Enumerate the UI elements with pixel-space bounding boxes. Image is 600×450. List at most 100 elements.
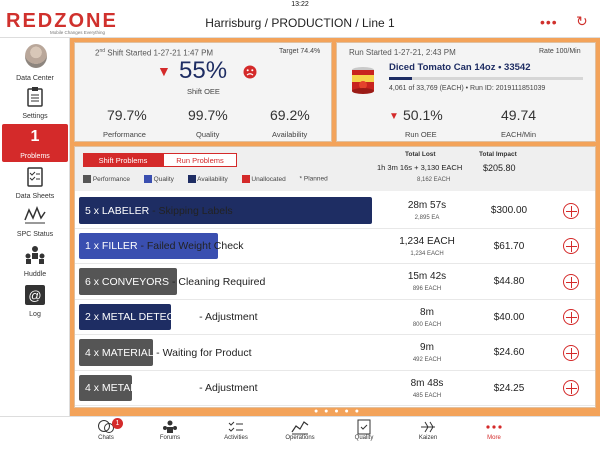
product-name: Diced Tomato Can 14oz • 33542	[389, 62, 531, 73]
problem-row[interactable]: 4 x METAL DETECTOR - Adjustment 8m 48s 485…	[75, 371, 595, 406]
sidebar-item-data-center[interactable]: Data Center	[2, 40, 68, 84]
legend-swatch-performance	[83, 175, 91, 183]
add-circle-icon[interactable]	[563, 238, 579, 255]
sidebar-item-label: Problems	[20, 153, 50, 160]
sidebar-item-label: Log	[29, 311, 41, 318]
total-impact-header: Total Impact	[479, 151, 517, 158]
logo-tagline: Mobile Changes Everything	[50, 30, 106, 35]
sidebar-item-label: Data Sheets	[15, 193, 55, 200]
tab-label: Kaizen	[418, 435, 438, 441]
add-circle-icon[interactable]	[563, 309, 579, 326]
run-oee-label: Run OEE	[405, 130, 437, 139]
problem-lost: 28m 57s	[407, 200, 447, 211]
shift-oee-label: Shift OEE	[187, 87, 220, 96]
run-card[interactable]: Run Started 1-27-21, 2:43 PM Rate 100/Mi…	[336, 42, 596, 142]
shift-card[interactable]: 2nd Shift Started 1-27-21 1:47 PM Target…	[74, 42, 332, 142]
legend-swatch-unallocated	[241, 175, 250, 183]
shift-oee-value: 55%	[179, 57, 228, 84]
problem-bar	[79, 374, 132, 401]
run-oee-value: 50.1%	[403, 107, 443, 123]
tab-activities[interactable]: Activities	[206, 419, 266, 441]
refresh-icon[interactable]: ↻	[576, 13, 588, 29]
legend-unallocated: Unallocated	[251, 175, 286, 183]
add-circle-icon[interactable]	[563, 380, 579, 397]
tab-operations[interactable]: Operations	[270, 419, 330, 441]
problem-row[interactable]: 6 x CONVEYORS - Cleaning Required 15m 42s…	[75, 264, 595, 300]
shift-title: 2nd Shift Started 1-27-21 1:47 PM	[95, 48, 213, 58]
sidebar-item-spc-status[interactable]: SPC Status	[2, 202, 68, 240]
problem-description: - Skipping Labels	[149, 204, 233, 217]
problem-lost: 1,234 EACH	[399, 235, 455, 247]
tab-label: Forums	[159, 435, 181, 441]
problem-impact: $24.60	[493, 347, 525, 358]
down-arrow-icon: ▼	[157, 63, 171, 79]
run-progress-track	[389, 77, 583, 80]
sidebar-item-huddle[interactable]: Huddle	[2, 242, 68, 280]
tomato-can-icon	[352, 67, 374, 94]
problem-row[interactable]: 4 x MATERIAL - Waiting for Product 9m 492 …	[75, 335, 595, 371]
tab-kaizen[interactable]: Kaizen	[398, 419, 458, 441]
performance-value: 79.7%	[107, 107, 147, 123]
tab-quality[interactable]: Quality	[334, 419, 394, 441]
sidebar-item-data-sheets[interactable]: Data Sheets	[2, 164, 68, 202]
sidebar-item-log[interactable]: @ Log	[2, 282, 68, 320]
problem-label: 5 x LABELER - Skipping Labels	[85, 205, 233, 217]
quality-label: Quality	[196, 130, 220, 139]
problem-description: - Waiting for Product	[153, 346, 252, 359]
at-icon: @	[25, 285, 45, 305]
problem-row[interactable]: 1 x FILLER - Failed Weight Check 1,234 EA…	[75, 229, 595, 264]
problem-lost-sub: 1,234 EACH	[410, 250, 444, 257]
problem-bar	[79, 232, 218, 259]
problem-bar	[79, 197, 372, 224]
problem-lost: 8m 48s	[410, 377, 444, 389]
problem-row[interactable]: 2 x METAL DETECTOR - Adjustment 8m 800 EAC…	[75, 300, 595, 335]
legend-planned: Planned	[303, 175, 328, 183]
problem-label: 6 x CONVEYORS - Cleaning Required	[85, 276, 265, 288]
problem-impact: $40.00	[493, 311, 525, 323]
problem-lost: 9m	[420, 342, 434, 353]
legend-availability: Availability	[197, 175, 228, 183]
legend-swatch-quality	[143, 175, 152, 183]
activities-icon	[228, 421, 243, 432]
problem-description: - Failed Weight Check	[137, 240, 244, 253]
asterisk-icon: *	[299, 175, 303, 183]
redzone-logo[interactable]: REDZONE Mobile Changes Everything	[6, 11, 132, 36]
problem-bar	[79, 339, 153, 366]
problem-lost-sub: 2,895 EA	[414, 215, 440, 221]
shift-started-text: Shift Started 1-27-21 1:47 PM	[105, 48, 214, 58]
problem-impact: $300.00	[490, 205, 528, 216]
ellipsis-icon[interactable]: •••	[540, 14, 558, 30]
problems-count: 1	[30, 128, 40, 145]
tab-forums[interactable]: Forums	[140, 419, 200, 441]
operations-icon	[291, 421, 309, 435]
add-circle-icon[interactable]	[563, 344, 579, 361]
legend-swatch-availability	[187, 175, 196, 183]
problem-lost: 15m 42s	[407, 271, 447, 282]
problem-lost: 8m	[420, 306, 434, 318]
add-circle-icon[interactable]	[563, 273, 579, 290]
sidebar-item-settings[interactable]: Settings	[2, 84, 68, 122]
page-title: Harrisburg / PRODUCTION / Line 1	[205, 16, 395, 30]
problem-label: 4 x MATERIAL - Waiting for Product	[85, 347, 252, 359]
chart-icon	[24, 205, 46, 224]
problem-description: - Adjustment	[196, 382, 258, 395]
down-arrow-icon: ▼	[389, 111, 399, 122]
availability-label: Availability	[272, 130, 308, 139]
tab-chats[interactable]: Chats 1	[76, 418, 136, 441]
tab-shift-problems[interactable]: Shift Problems	[83, 153, 163, 167]
people-icon	[25, 246, 45, 264]
problem-label: 2 x METAL DETECTOR - Adjustment	[85, 311, 258, 323]
problem-row[interactable]: 5 x LABELER - Skipping Labels 28m 57s 2,89…	[75, 193, 595, 229]
page-dots[interactable]: ● ● ● ● ●	[314, 408, 361, 415]
quality-value: 99.7%	[188, 107, 228, 123]
status-bar: 13:22	[0, 0, 600, 10]
tab-run-problems[interactable]: Run Problems	[163, 153, 237, 167]
clipboard-icon	[27, 87, 43, 107]
sidebar-item-problems[interactable]: 1 Problems	[2, 124, 68, 162]
total-impact-value: $205.80	[483, 163, 516, 173]
run-rate-value: 49.74	[501, 107, 537, 123]
add-circle-icon[interactable]	[563, 202, 579, 219]
problem-equipment: 4 x METAL DETECTOR	[85, 382, 197, 395]
tab-more[interactable]: More	[464, 419, 524, 441]
main-panel: 2nd Shift Started 1-27-21 1:47 PM Target…	[70, 38, 600, 416]
